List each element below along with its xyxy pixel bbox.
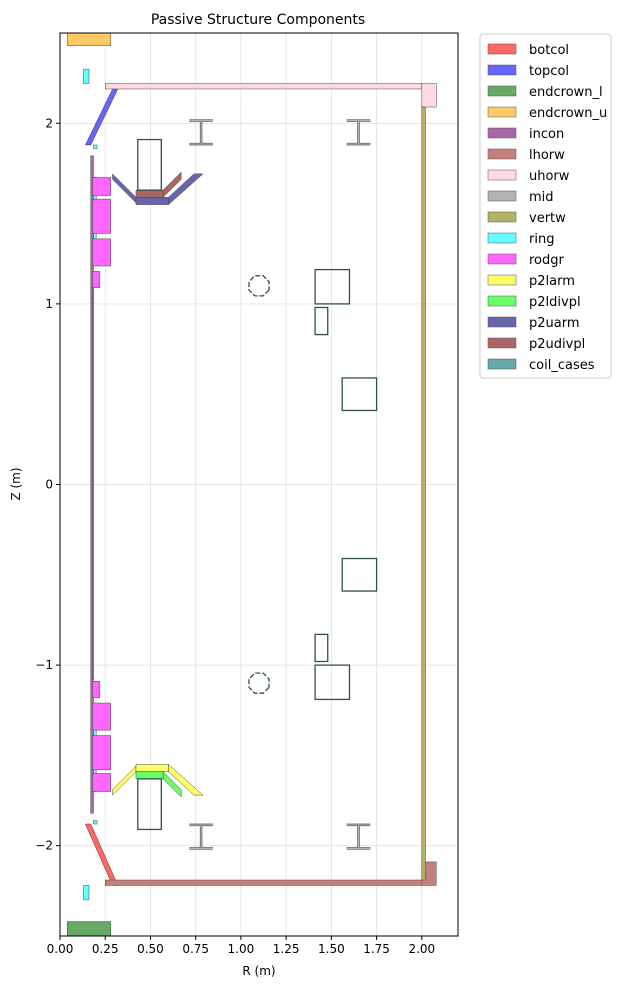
rodgr-mark [92,681,101,698]
p2larm-mark [135,764,169,772]
p2uarm-mark [135,197,169,205]
coil_cases-mark [248,275,270,297]
legend-swatch-endcrown_l [487,85,517,97]
y-tick-label: 2 [45,116,53,130]
x-tick-label: 0.00 [47,942,74,956]
rodgr-mark [92,177,111,196]
legend-label-botcol: botcol [529,43,569,58]
x-tick-label: 1.25 [273,942,300,956]
p2ldivpl-mark [135,771,164,780]
legend-swatch-coil_cases [487,358,517,370]
x-tick-label: 1.50 [318,942,345,956]
x-tick-label: 0.25 [92,942,119,956]
x-axis-label: R (m) [242,964,275,978]
x-tick-label: 0.75 [182,942,209,956]
x-tick-label: 2.00 [408,942,435,956]
ticks: 0.00 0.25 0.50 0.75 1.00 1.25 1.50 1.75 2.00 −2 −1… [35,116,435,956]
legend-swatch-vertw [487,211,517,223]
legend-swatch-endcrown_u [487,106,517,118]
y-tick-label: −1 [35,658,53,672]
legend-frame [479,33,612,379]
coil_cases-mark [314,633,329,663]
p2udivpl-mark [135,189,164,198]
x-tick-label: 0.50 [137,942,164,956]
chart-title: Passive Structure Components [151,12,365,28]
legend-label-mid: mid [529,190,554,205]
mid-mark-inner [346,824,371,850]
p2ldivpl-mark [162,771,182,798]
p2larm-mark [168,763,204,796]
legend-label-rodgr: rodgr [529,253,565,268]
coil_cases-mark [137,778,162,831]
rodgr-mark [92,238,111,267]
coil_cases-mark [314,664,351,701]
coil_cases-mark [314,306,329,336]
rodgr-mark [92,773,111,792]
y-tick-label: 1 [45,297,53,311]
legend-label-lhorw: lhorw [529,148,565,163]
legend-swatch-p2uarm [487,316,517,328]
legend-swatch-p2udivpl [487,337,517,349]
legend-label-incon: incon [529,127,564,142]
ring-mark [93,144,98,149]
legend-swatch-uhorw [487,169,517,181]
legend-swatch-rodgr [487,253,517,265]
legend-swatch-p2larm [487,274,517,286]
p2uarm-mark [168,173,204,206]
ring-mark [93,820,98,825]
coil_cases-mark [341,377,378,412]
endcrown_u-mark [66,33,111,46]
mid-mark-inner [189,824,213,850]
x-tick-label: 1.75 [363,942,390,956]
uhorw-mark [421,83,437,108]
component-group [66,33,437,936]
legend-label-endcrown_u: endcrown_u [529,106,607,121]
legend-swatch-incon [487,127,517,139]
legend-label-endcrown_l: endcrown_l [529,85,603,100]
coil_cases-mark [314,268,351,305]
ring-mark [83,885,90,901]
legend-swatch-p2ldivpl [487,295,517,307]
lhorw-mark [104,879,423,886]
legend-label-p2ldivpl: p2ldivpl [529,295,581,310]
legend-label-ring: ring [529,232,554,247]
rodgr-mark [92,271,101,288]
endcrown_l-mark [66,921,111,936]
legend-swatch-mid [487,190,517,202]
legend-label-p2larm: p2larm [529,274,575,289]
legend-swatch-ring [487,232,517,244]
rodgr-mark [92,735,111,771]
ring-mark [83,68,90,84]
y-tick-label: −2 [35,839,53,853]
rodgr-mark [92,702,111,731]
y-tick-label: 0 [45,478,53,492]
legend-label-vertw: vertw [529,211,566,226]
uhorw-mark [104,83,423,90]
legend-swatch-lhorw [487,148,517,160]
legend-label-coil_cases: coil_cases [529,358,595,373]
legend-label-p2udivpl: p2udivpl [529,337,585,352]
rodgr-mark [92,198,111,234]
x-tick-label: 1.00 [228,942,255,956]
mid-mark-inner [189,119,213,145]
coil_cases-mark [341,557,378,592]
coil_cases-mark [248,672,270,694]
legend-label-topcol: topcol [529,64,569,79]
rodgr-mark [92,289,94,680]
coil_cases-mark [137,138,162,191]
legend-swatch-botcol [487,43,517,55]
mid-mark-inner [346,119,371,145]
vertw-mark [421,106,426,881]
legend-label-uhorw: uhorw [529,169,570,184]
legend-label-p2uarm: p2uarm [529,316,580,331]
y-axis-label: Z (m) [9,467,23,500]
components [66,33,437,936]
p2udivpl-mark [162,171,182,198]
legend-swatch-topcol [487,64,517,76]
